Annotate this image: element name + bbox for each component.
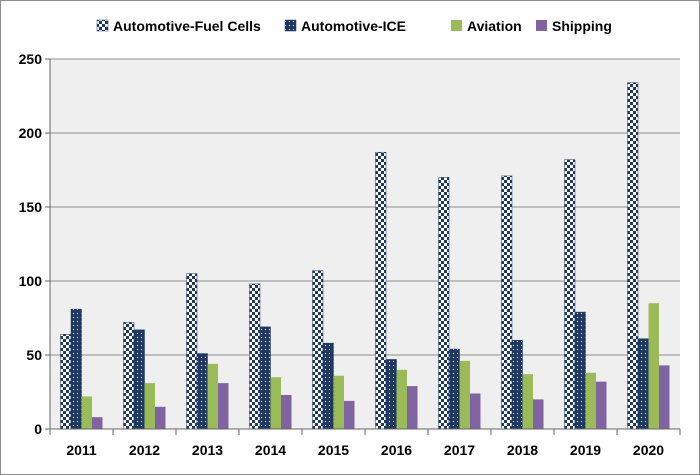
bar-shipping-2014 — [281, 394, 292, 429]
y-tick-label: 200 — [19, 125, 43, 141]
bar-aviation-2016 — [396, 369, 407, 429]
legend-label: Shipping — [552, 18, 612, 34]
bar-aviation-2020 — [648, 303, 659, 429]
x-tick-label: 2016 — [381, 442, 412, 458]
x-tick-label: 2018 — [507, 442, 538, 458]
bar-aviation-2014 — [270, 377, 281, 429]
x-tick-label: 2013 — [192, 442, 223, 458]
y-tick-label: 50 — [26, 347, 42, 363]
bar-shipping-2020 — [659, 365, 670, 429]
legend-label: Automotive-ICE — [301, 18, 406, 34]
bar-shipping-2018 — [533, 399, 544, 429]
bar-automotive-fuel-cells-2019 — [564, 159, 576, 430]
bar-shipping-2011 — [92, 417, 103, 429]
bar-automotive-ice-2020 — [637, 338, 649, 430]
y-tick-label: 0 — [34, 421, 42, 437]
bar-automotive-ice-2016 — [385, 359, 397, 430]
bar-shipping-2016 — [407, 386, 418, 429]
x-tick-label: 2014 — [255, 442, 286, 458]
legend-swatch — [451, 20, 462, 31]
y-tick-label: 100 — [19, 273, 43, 289]
x-axis-ticks: 2011 2012 2013 2014 2015 2016 2017 2018 2019 2020 — [49, 429, 681, 458]
x-tick-label: 2011 — [66, 442, 97, 458]
bar-automotive-fuel-cells-2013 — [186, 273, 198, 430]
bar-automotive-fuel-cells-2017 — [438, 177, 450, 430]
bar-automotive-fuel-cells-2014 — [249, 283, 261, 430]
bar-aviation-2018 — [522, 374, 533, 429]
bar-shipping-2013 — [218, 383, 229, 429]
y-tick-label: 250 — [19, 51, 43, 67]
bar-automotive-ice-2012 — [133, 329, 145, 430]
bar-automotive-ice-2015 — [322, 342, 334, 430]
x-tick-label: 2020 — [633, 442, 664, 458]
bar-automotive-ice-2017 — [448, 348, 460, 430]
bar-aviation-2019 — [585, 372, 596, 429]
bar-automotive-ice-2013 — [196, 353, 208, 430]
bar-automotive-ice-2011 — [70, 308, 82, 430]
y-axis-ticks: 0 50 100 150 200 250 — [19, 51, 50, 437]
bar-automotive-ice-2014 — [259, 326, 271, 430]
bar-automotive-fuel-cells-2016 — [375, 151, 387, 430]
x-tick-label: 2019 — [570, 442, 601, 458]
bar-shipping-2019 — [596, 381, 607, 429]
bar-automotive-ice-2018 — [511, 339, 523, 430]
bar-shipping-2015 — [344, 400, 355, 429]
bar-automotive-fuel-cells-2018 — [501, 175, 513, 430]
legend-label: Automotive-Fuel Cells — [113, 18, 261, 34]
bar-aviation-2013 — [207, 363, 218, 429]
bar-aviation-2015 — [333, 375, 344, 429]
bar-shipping-2017 — [470, 393, 481, 429]
bars — [60, 82, 670, 430]
bar-automotive-fuel-cells-2012 — [123, 322, 135, 430]
bar-automotive-fuel-cells-2015 — [312, 270, 324, 430]
legend-label: Aviation — [467, 18, 522, 34]
bar-automotive-fuel-cells-2011 — [60, 334, 72, 430]
x-tick-label: 2017 — [444, 442, 475, 458]
bar-aviation-2011 — [81, 396, 92, 429]
x-tick-label: 2012 — [129, 442, 160, 458]
bar-automotive-ice-2019 — [574, 311, 586, 430]
legend-swatch — [284, 19, 297, 32]
x-tick-label: 2015 — [318, 442, 349, 458]
bar-aviation-2012 — [144, 383, 155, 429]
legend-swatch — [96, 19, 109, 32]
bar-aviation-2017 — [459, 360, 470, 429]
legend: Automotive-Fuel Cells Automotive-ICE Aviat… — [96, 18, 612, 34]
y-tick-label: 150 — [19, 199, 43, 215]
bar-automotive-fuel-cells-2020 — [627, 82, 639, 430]
bar-shipping-2012 — [155, 406, 166, 429]
legend-swatch — [536, 20, 547, 31]
